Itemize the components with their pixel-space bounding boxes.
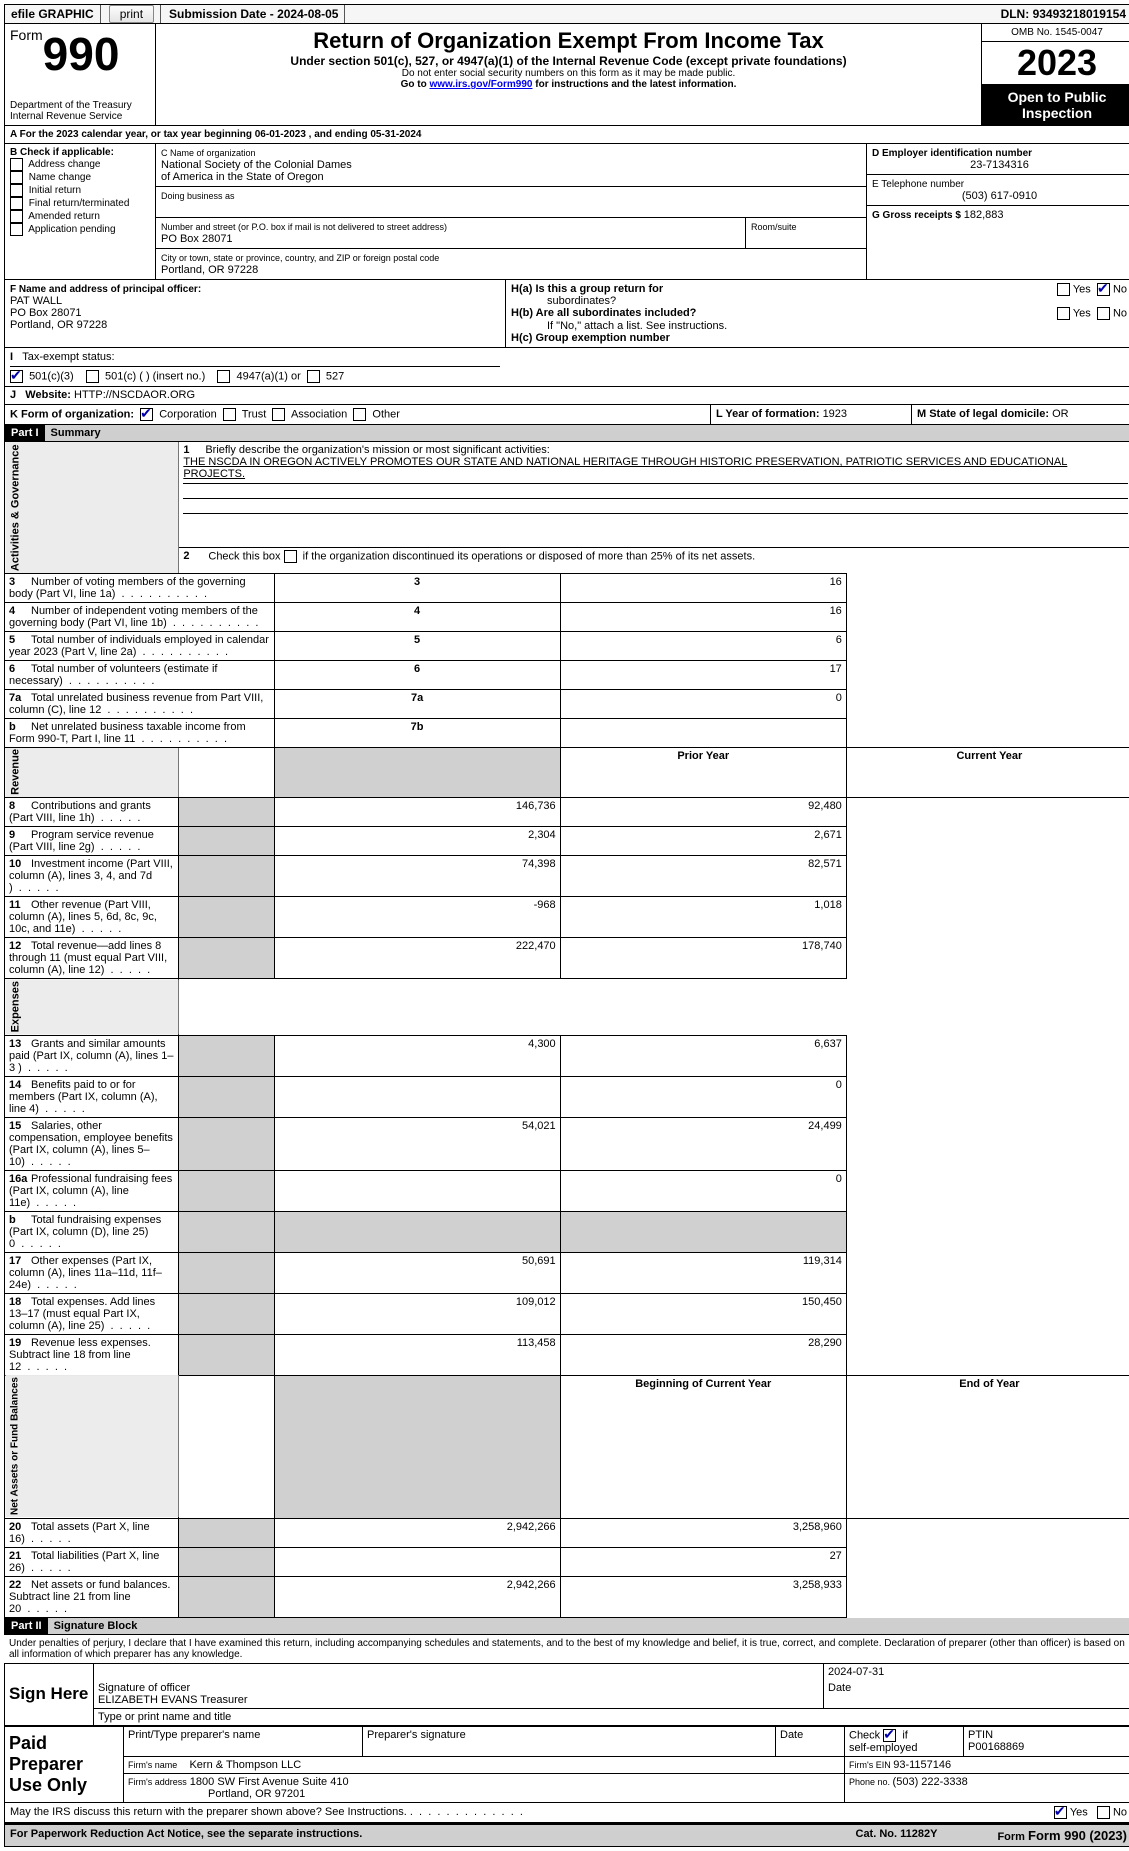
box-b: B Check if applicable: Address change Na…	[5, 144, 156, 279]
box-deg: D Employer identification number 23-7134…	[867, 144, 1129, 279]
ha-yes-checkbox[interactable]	[1057, 283, 1070, 296]
preparer-table: Paid Preparer Use Only Print/Type prepar…	[4, 1726, 1129, 1803]
q2-checkbox[interactable]	[284, 550, 297, 563]
signature-table: Sign Here 2024-07-31 Signature of office…	[4, 1663, 1129, 1726]
city-state-zip: Portland, OR 97228	[161, 264, 258, 276]
boxb-checkbox[interactable]	[10, 210, 23, 223]
klm-block: K Form of organization: Corporation Trus…	[4, 405, 1129, 425]
box-f: F Name and address of principal officer:…	[5, 280, 506, 347]
boxb-checkbox[interactable]	[10, 223, 23, 236]
summary-table: Activities & Governance 1Briefly describ…	[4, 442, 1129, 1618]
state-domicile: OR	[1052, 408, 1069, 420]
website-url: HTTP://NSCDAOR.ORG	[74, 389, 195, 401]
ha-no-checkbox[interactable]	[1097, 283, 1110, 296]
jurat-text: Under penalties of perjury, I declare th…	[4, 1635, 1129, 1663]
501c3-checkbox[interactable]	[10, 370, 23, 383]
irs-discuss-row: May the IRS discuss this return with the…	[4, 1803, 1129, 1823]
vlabel-rev: Revenue	[5, 747, 179, 798]
org-info-block: B Check if applicable: Address change Na…	[4, 144, 1129, 280]
mission-text: THE NSCDA IN OREGON ACTIVELY PROMOTES OU…	[183, 456, 1067, 480]
i-j-block: I Tax-exempt status: 501(c)(3) 501(c) ( …	[4, 348, 1129, 387]
form-number: 990	[43, 28, 120, 80]
org-name: National Society of the Colonial Dames	[161, 159, 352, 171]
ein: 23-7134316	[872, 159, 1127, 171]
k-corp-checkbox[interactable]	[140, 408, 153, 421]
tax-year: 2023	[982, 42, 1129, 85]
ssn-warning: Do not enter social security numbers on …	[160, 68, 977, 79]
firm-name: Kern & Thompson LLC	[189, 1759, 301, 1771]
goto-line: Go to www.irs.gov/Form990 for instructio…	[160, 79, 977, 90]
line-a-fiscal-year: A For the 2023 calendar year, or tax yea…	[4, 126, 1129, 144]
form-subtitle: Under section 501(c), 527, or 4947(a)(1)…	[160, 54, 977, 68]
form-title: Return of Organization Exempt From Incom…	[160, 28, 977, 54]
k-assoc-checkbox[interactable]	[272, 408, 285, 421]
open-to-public: Open to PublicInspection	[982, 85, 1129, 125]
firm-ein: 93-1157146	[893, 1759, 951, 1771]
street-address: PO Box 28071	[161, 233, 233, 245]
submission-date: Submission Date - 2024-08-05	[163, 5, 345, 23]
hb-yes-checkbox[interactable]	[1057, 307, 1070, 320]
boxb-checkbox[interactable]	[10, 184, 23, 197]
hb-no-checkbox[interactable]	[1097, 307, 1110, 320]
preparer-phone: (503) 222-3338	[893, 1776, 968, 1788]
dln: DLN: 93493218019154	[995, 5, 1129, 23]
part-i-header: Part I Summary	[4, 425, 1129, 442]
form-word: Form	[10, 27, 43, 43]
vlabel-na: Net Assets or Fund Balances	[5, 1375, 179, 1518]
boxb-checkbox[interactable]	[10, 197, 23, 210]
self-employed-checkbox[interactable]	[883, 1729, 896, 1742]
treasury-dept: Department of the TreasuryInternal Reven…	[5, 97, 155, 125]
discuss-yes-checkbox[interactable]	[1054, 1806, 1067, 1819]
print-button[interactable]: print	[109, 5, 154, 23]
print-button-wrap: print	[103, 5, 161, 23]
paid-preparer-label: Paid Preparer Use Only	[5, 1726, 124, 1802]
vlabel-exp: Expenses	[5, 979, 179, 1035]
501c-checkbox[interactable]	[86, 370, 99, 383]
box-h: H(a) Is this a group return for subordin…	[506, 280, 1129, 347]
box-c: C Name of organization National Society …	[156, 144, 867, 279]
vlabel-ag: Activities & Governance	[5, 442, 179, 573]
part-ii-header: Part II Signature Block	[4, 1618, 1129, 1635]
f-h-block: F Name and address of principal officer:…	[4, 280, 1129, 348]
ptin: P00168869	[968, 1741, 1024, 1753]
gross-receipts: 182,883	[964, 209, 1004, 221]
topbar: efile GRAPHIC print Submission Date - 20…	[4, 4, 1129, 24]
sign-here-label: Sign Here	[5, 1663, 94, 1725]
boxb-checkbox[interactable]	[10, 158, 23, 171]
boxb-checkbox[interactable]	[10, 171, 23, 184]
discuss-no-checkbox[interactable]	[1097, 1806, 1110, 1819]
form-header: Form990 Department of the TreasuryIntern…	[4, 24, 1129, 126]
irs-link[interactable]: www.irs.gov/Form990	[429, 79, 532, 90]
officer-name: ELIZABETH EVANS Treasurer	[98, 1694, 248, 1706]
k-trust-checkbox[interactable]	[223, 408, 236, 421]
year-formation: 1923	[823, 408, 847, 420]
k-other-checkbox[interactable]	[353, 408, 366, 421]
page-footer: For Paperwork Reduction Act Notice, see …	[4, 1823, 1129, 1847]
telephone: (503) 617-0910	[872, 190, 1127, 202]
efile-label: efile GRAPHIC	[5, 5, 101, 23]
omb-number: OMB No. 1545-0047	[982, 24, 1129, 42]
4947-checkbox[interactable]	[217, 370, 230, 383]
527-checkbox[interactable]	[307, 370, 320, 383]
